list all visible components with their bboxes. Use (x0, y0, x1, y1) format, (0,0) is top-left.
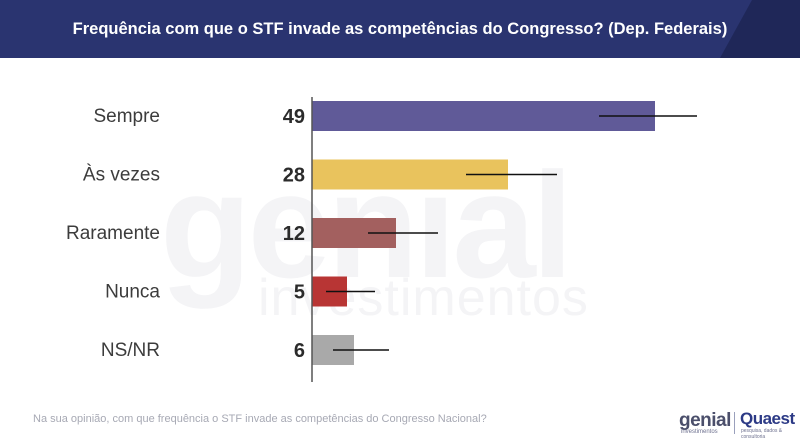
category-label: Sempre (93, 106, 160, 127)
logo-separator (734, 412, 735, 434)
value-label: 12 (283, 223, 305, 245)
value-label: 28 (283, 165, 305, 187)
bar (312, 101, 655, 131)
footnote: Na sua opinião, com que frequência o STF… (33, 413, 487, 425)
value-label: 5 (294, 282, 305, 304)
quaest-logo: Quaest (740, 409, 795, 428)
value-label: 49 (283, 106, 305, 128)
chart-title: Frequência com que o STF invade as compe… (72, 20, 728, 38)
header-bar: Frequência com que o STF invade as compe… (0, 0, 800, 58)
category-label: Às vezes (83, 165, 160, 186)
category-label: NS/NR (101, 340, 160, 361)
genial-logo-subtitle: investimentos (681, 429, 718, 435)
category-label: Raramente (66, 223, 160, 244)
category-label: Nunca (105, 282, 160, 303)
quaest-logo-subtitle: pesquisa, dados & consultoria (741, 428, 783, 440)
value-label: 6 (294, 340, 305, 362)
genial-logo: genial (679, 410, 731, 431)
